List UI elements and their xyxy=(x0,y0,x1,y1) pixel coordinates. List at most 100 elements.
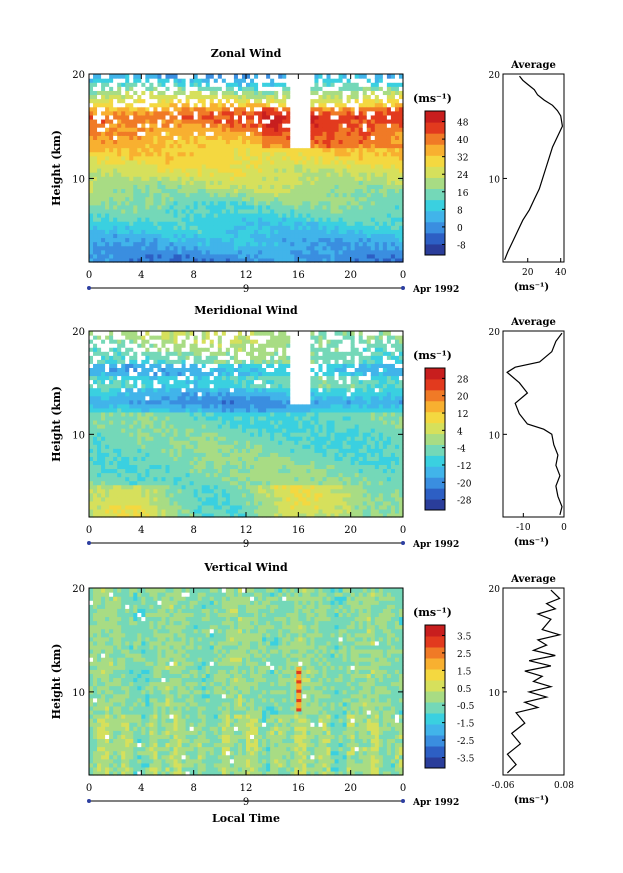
heatmap-cell xyxy=(282,143,287,149)
heatmap-cell xyxy=(229,155,235,161)
heatmap-cell xyxy=(266,196,271,202)
heatmap-cell xyxy=(386,118,392,124)
heatmap-cell xyxy=(169,233,175,239)
heatmap-cell xyxy=(133,331,138,336)
heatmap-cell xyxy=(370,221,376,226)
heatmap-cell xyxy=(217,78,223,83)
heatmap-cell xyxy=(290,159,295,165)
heatmap-cell xyxy=(121,110,126,116)
heatmap-cell xyxy=(310,212,316,218)
heatmap-cell xyxy=(378,204,384,210)
heatmap-cell xyxy=(346,188,352,194)
heatmap-cell xyxy=(97,168,102,173)
heatmap-cell xyxy=(93,460,98,466)
heatmap-cell xyxy=(306,110,312,116)
heatmap-cell xyxy=(342,94,348,100)
heatmap-cell xyxy=(394,229,400,234)
heatmap-cell xyxy=(137,339,142,344)
heatmap-cell xyxy=(173,492,179,498)
heatmap-cell xyxy=(270,139,275,145)
heatmap-cell xyxy=(201,192,207,198)
heatmap-cell xyxy=(97,371,102,377)
heatmap-cell xyxy=(89,237,94,243)
heatmap-cell xyxy=(101,468,106,474)
heatmap-cell xyxy=(109,351,114,356)
heatmap-cell xyxy=(213,118,219,124)
heatmap-cell xyxy=(213,74,219,79)
heatmap-cell xyxy=(185,127,191,132)
heatmap-cell xyxy=(278,225,283,230)
heatmap-cell xyxy=(101,484,106,490)
heatmap-cell xyxy=(141,448,146,453)
heatmap-cell xyxy=(137,233,142,239)
heatmap-cell xyxy=(205,118,211,124)
heatmap-cell xyxy=(374,217,380,222)
heatmap-cell xyxy=(326,74,332,79)
heatmap-cell xyxy=(153,436,159,441)
heatmap-cell xyxy=(101,86,106,91)
heatmap-cell xyxy=(141,257,146,263)
heatmap-cell xyxy=(165,102,171,108)
heatmap-cell xyxy=(93,407,98,413)
heatmap-cell xyxy=(177,403,183,409)
heatmap-cell xyxy=(149,233,155,239)
heatmap-cell xyxy=(278,118,283,124)
heatmap-cell xyxy=(93,387,98,393)
heatmap-cell xyxy=(221,86,227,91)
heatmap-cell xyxy=(278,159,283,165)
heatmap-cell xyxy=(177,468,183,474)
heatmap-cell xyxy=(89,74,94,79)
heatmap-cell xyxy=(314,86,320,91)
heatmap-cell xyxy=(394,217,400,222)
heatmap-cell xyxy=(250,139,255,145)
heatmap-cell xyxy=(213,147,219,153)
heatmap-cell xyxy=(109,399,114,405)
heatmap-cell xyxy=(137,419,142,425)
heatmap-cell xyxy=(241,123,247,128)
heatmap-cell xyxy=(153,118,159,124)
heatmap-cell xyxy=(314,229,320,234)
heatmap-cell xyxy=(153,151,159,157)
heatmap-cell xyxy=(233,237,239,243)
heatmap-cell xyxy=(201,86,207,91)
heatmap-cell xyxy=(189,428,195,433)
heatmap-cell xyxy=(181,249,187,255)
heatmap-cell xyxy=(157,492,163,498)
heatmap-cell xyxy=(225,139,231,145)
heatmap-cell xyxy=(282,94,287,100)
heatmap-cell xyxy=(157,363,163,368)
heatmap-cell xyxy=(141,411,146,417)
heatmap-cell xyxy=(185,188,191,194)
heatmap-cell xyxy=(394,143,400,149)
heatmap-cell xyxy=(129,139,134,145)
heatmap-cell xyxy=(366,163,372,169)
heatmap-cell xyxy=(93,176,98,181)
heatmap-cell xyxy=(374,110,380,116)
heatmap-cell xyxy=(97,464,102,470)
heatmap-cell xyxy=(394,106,400,112)
heatmap-cell xyxy=(133,94,138,100)
heatmap-cell xyxy=(161,168,167,173)
heatmap-cell xyxy=(101,245,106,251)
heatmap-cell xyxy=(298,147,303,153)
heatmap-cell xyxy=(133,208,138,214)
heatmap-cell xyxy=(93,196,98,202)
heatmap-cell xyxy=(129,143,134,149)
heatmap-cell xyxy=(262,212,267,218)
heatmap-cell xyxy=(153,335,159,340)
heatmap-cell xyxy=(302,168,307,173)
heatmap-cell xyxy=(197,127,203,132)
heatmap-cell xyxy=(121,476,126,482)
heatmap-cell xyxy=(189,468,195,474)
heatmap-cell xyxy=(89,399,94,405)
heatmap-cell xyxy=(342,143,348,149)
heatmap-cell xyxy=(326,253,332,259)
heatmap-cell xyxy=(181,428,187,433)
heatmap-cell xyxy=(93,375,98,381)
heatmap-cell xyxy=(390,82,396,87)
heatmap-cell xyxy=(165,496,171,502)
heatmap-cell xyxy=(274,118,279,124)
heatmap-cell xyxy=(193,172,199,177)
heatmap-cell xyxy=(246,257,251,263)
